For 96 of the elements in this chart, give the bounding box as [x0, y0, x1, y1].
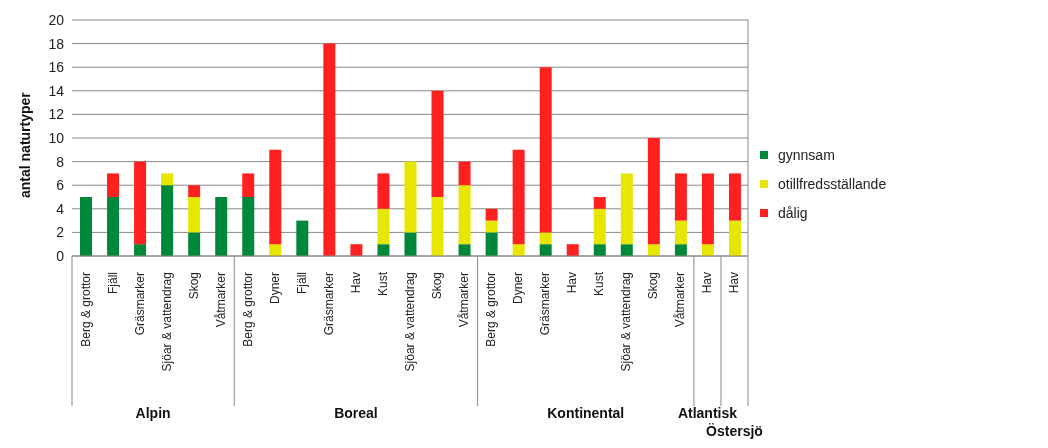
bar: [485, 208, 498, 221]
bar: [80, 197, 92, 256]
y-tick-label: 18: [48, 35, 65, 52]
text: Alpin: [135, 405, 171, 421]
bar: [458, 185, 471, 245]
bar: [269, 149, 282, 245]
bar: [512, 149, 525, 245]
x-tick-label: Dyner: [511, 272, 526, 305]
bar: [188, 185, 201, 197]
y-tick-label: 2: [56, 224, 65, 241]
x-tick-label: Fjäll: [294, 272, 309, 295]
text: Kontinental: [547, 405, 625, 421]
bar: [485, 220, 498, 233]
y-tick-label: 0: [56, 247, 65, 264]
bar: [242, 173, 255, 197]
x-tick-label: Hav: [565, 272, 580, 294]
bar: [728, 220, 741, 256]
bar: [620, 244, 633, 256]
bar: [701, 244, 714, 256]
bar: [539, 244, 552, 256]
bar: [269, 244, 282, 256]
x-tick-label: Gräsmarker: [321, 272, 336, 336]
bar: [674, 220, 687, 245]
bar: [431, 197, 444, 256]
bar: [674, 244, 687, 256]
x-tick-label: Fjäll: [105, 272, 120, 295]
bar: [107, 173, 120, 197]
bar: [161, 173, 174, 186]
bar: [458, 244, 471, 256]
x-tick-label: Berg & grottor: [240, 272, 255, 347]
y-tick-label: 14: [48, 82, 65, 99]
bar: [188, 197, 201, 233]
legend-label: dålig: [778, 204, 808, 221]
bar: [377, 208, 390, 245]
x-tick-label: Dyner: [267, 272, 282, 305]
y-tick-label: 4: [56, 200, 65, 217]
y-tick-label: 20: [48, 11, 65, 28]
bar: [404, 161, 417, 233]
x-tick-label: Våtmarker: [457, 272, 472, 328]
bar: [566, 244, 579, 256]
bar: [620, 173, 633, 245]
bar: [161, 185, 174, 256]
text: Boreal: [334, 405, 378, 421]
legend-label: gynnsam: [778, 146, 835, 163]
bar: [377, 173, 390, 209]
x-tick-label: Hav: [727, 272, 742, 294]
bar: [539, 232, 552, 245]
text: Östersjö: [706, 423, 763, 439]
bar: [593, 244, 606, 256]
y-tick-label: 8: [56, 153, 65, 170]
bar: [539, 67, 552, 233]
y-axis-title: antal naturtyper: [16, 91, 33, 198]
bar: [134, 161, 147, 245]
x-tick-label: Sjöar & vattendrag: [403, 272, 417, 372]
y-tick-label: 12: [48, 106, 65, 123]
x-tick-label: Berg & grottor: [78, 272, 93, 347]
x-tick-label: Hav: [348, 272, 363, 294]
bar: [485, 232, 498, 256]
bar: [512, 244, 525, 256]
bar: [323, 43, 336, 256]
bar: [728, 173, 741, 221]
bar: [215, 197, 228, 256]
bar: [134, 244, 147, 256]
bar: [593, 197, 606, 209]
x-tick-label: Hav: [700, 272, 715, 294]
x-tick-label: Sjöar & vattendrag: [159, 272, 174, 372]
bar: [674, 173, 687, 221]
bar: [242, 197, 255, 256]
x-tick-label: Skog: [186, 272, 201, 300]
x-tick-label: Skog: [430, 272, 445, 300]
legend-label: otillfredsställande: [778, 175, 887, 192]
bar: [377, 244, 390, 256]
bar: [647, 138, 660, 245]
bar: [296, 220, 309, 256]
bar: [458, 161, 471, 186]
bar: [350, 244, 363, 256]
x-tick-label: Kust: [375, 271, 390, 297]
bar: [188, 232, 201, 256]
x-tick-label: Sjöar & vattendrag: [619, 272, 634, 372]
y-tick-label: 10: [48, 129, 65, 146]
y-tick-label: 16: [48, 59, 65, 76]
text: Atlantisk: [677, 405, 738, 421]
x-tick-label: Kust: [592, 271, 607, 297]
y-tick-label: 6: [56, 177, 65, 194]
x-tick-label: Gräsmarker: [538, 272, 553, 336]
bar: [593, 208, 606, 245]
bar: [431, 90, 444, 197]
bar: [701, 173, 714, 245]
x-tick-label: Skog: [646, 272, 661, 300]
bar: [107, 197, 120, 256]
x-tick-label: Berg & grottor: [484, 272, 499, 347]
bar: [647, 244, 660, 256]
x-tick-label: Våtmarker: [673, 272, 688, 328]
bar: [404, 232, 417, 256]
x-tick-label: Gräsmarker: [132, 272, 147, 336]
x-tick-label: Våtmarker: [213, 272, 228, 328]
